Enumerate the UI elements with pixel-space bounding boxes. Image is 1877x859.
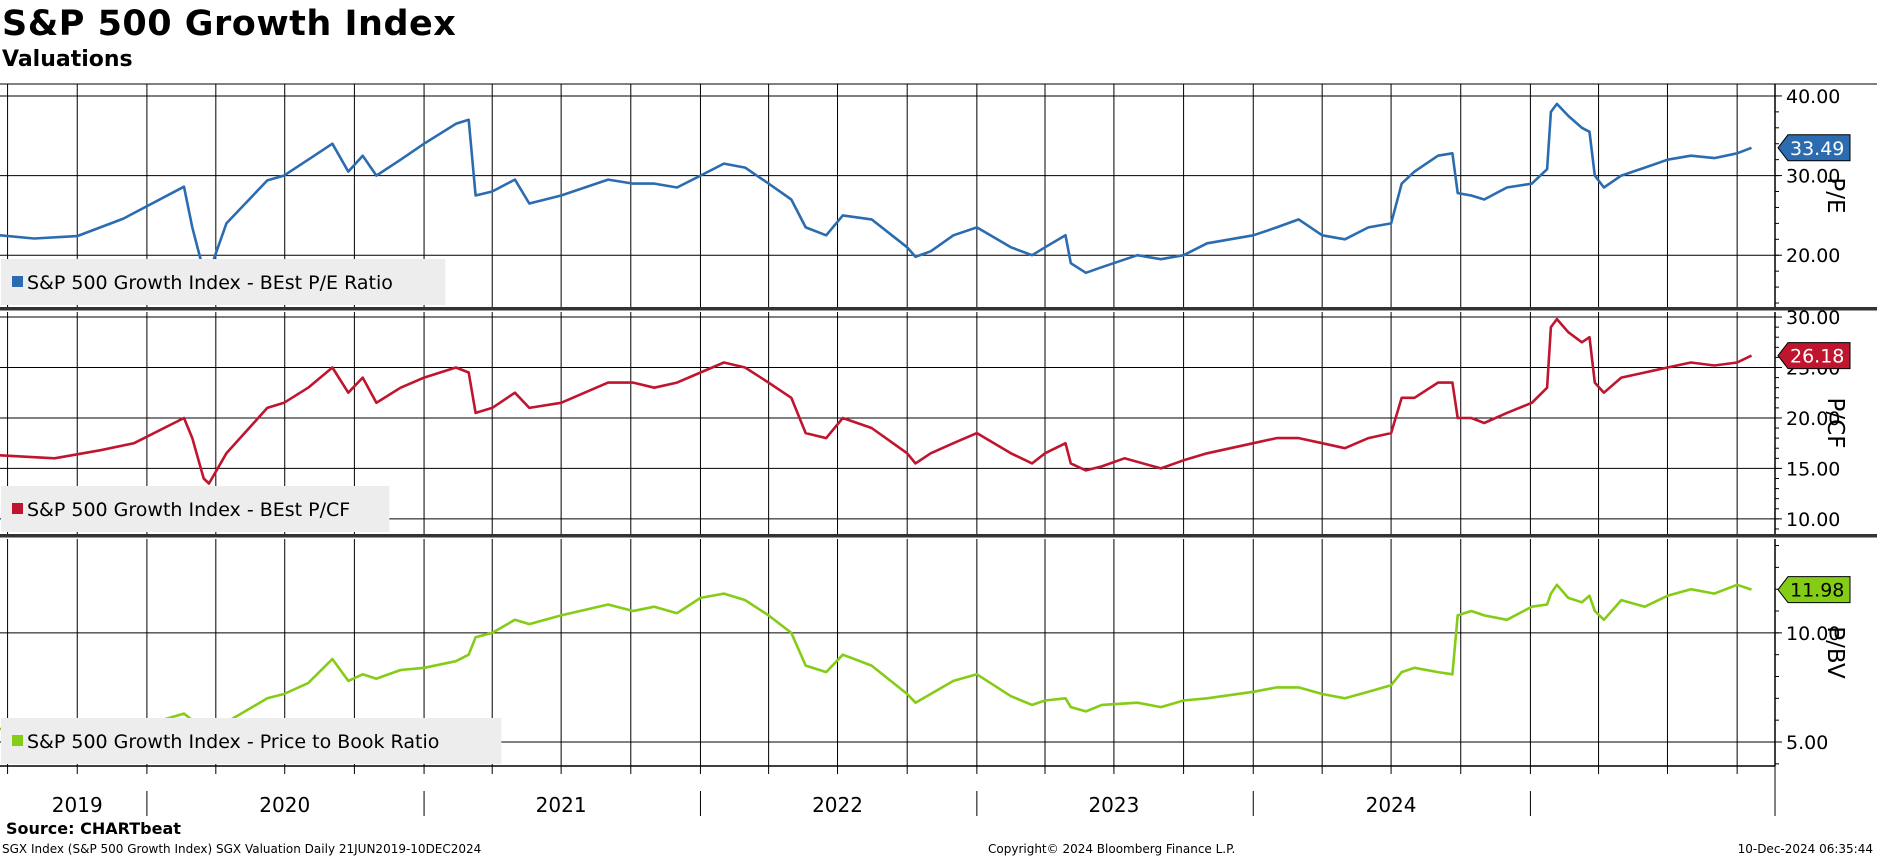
legend-box: [1, 259, 446, 305]
panel-3: 5.00 10.00 11.98 P/BV S&P 500 Growth Index -…: [0, 539, 1851, 766]
x-year-label: 2019: [52, 793, 103, 817]
chart-subtitle: Valuations: [2, 47, 133, 72]
last-value-tag: 33.49: [1777, 134, 1851, 162]
last-value-badge: [1777, 576, 1851, 604]
panel-1: 20.00 30.00 40.00 33.49 P/E S&P 500 Growth In…: [0, 84, 1851, 307]
legend-label: S&P 500 Growth Index - BEst P/E Ratio: [27, 272, 393, 294]
legend-swatch: [12, 276, 23, 287]
series-line: [0, 102, 1752, 275]
y-tick-label: 10.00: [1786, 509, 1840, 531]
y-tick-label: 30.00: [1786, 166, 1840, 188]
y-tick-label: 30.00: [1786, 307, 1840, 329]
chart-title: S&P 500 Growth Index: [2, 4, 457, 44]
last-value-badge: [1777, 134, 1851, 162]
footer-copyright: Copyright© 2024 Bloomberg Finance L.P.: [988, 842, 1236, 856]
last-value-label: 11.98: [1790, 580, 1844, 602]
last-value-label: 26.18: [1790, 346, 1844, 368]
last-value-tag: 11.98: [1777, 576, 1851, 604]
y-tick-label: 5.00: [1786, 732, 1828, 754]
footer-series-info: SGX Index (S&P 500 Growth Index) SGX Val…: [2, 842, 482, 856]
legend: S&P 500 Growth Index - BEst P/E Ratio: [1, 259, 446, 305]
x-year-label: 2021: [536, 793, 587, 817]
y-tick-label: 15.00: [1786, 458, 1840, 480]
y-axis-title: P/CF: [1822, 398, 1848, 449]
y-tick-label: 20.00: [1786, 408, 1840, 430]
y-tick-label: 10.00: [1786, 623, 1840, 645]
series-line: [0, 317, 1753, 485]
legend-box: [1, 718, 502, 764]
x-year-label: 2024: [1366, 793, 1417, 817]
legend-label: S&P 500 Growth Index - Price to Book Rat…: [27, 731, 439, 753]
source-note: Source: CHARTbeat: [6, 819, 181, 838]
legend-label: S&P 500 Growth Index - BEst P/CF: [27, 499, 350, 521]
legend: S&P 500 Growth Index - BEst P/CF: [1, 486, 390, 532]
legend-box: [1, 486, 390, 532]
last-value-badge: [1777, 342, 1851, 370]
y-axis-title: P/BV: [1822, 626, 1848, 679]
legend: S&P 500 Growth Index - Price to Book Rat…: [1, 718, 502, 764]
x-year-label: 2023: [1088, 793, 1139, 817]
y-tick-label: 20.00: [1786, 245, 1840, 267]
y-tick-label: 40.00: [1786, 86, 1840, 108]
last-value-tag: 26.18: [1777, 342, 1851, 370]
legend-swatch: [12, 503, 23, 514]
footer-timestamp: 10-Dec-2024 06:35:44: [1737, 842, 1873, 856]
x-year-label: 2022: [812, 793, 863, 817]
series-line: [0, 583, 1752, 742]
legend-swatch: [12, 735, 23, 746]
last-value-label: 33.49: [1790, 138, 1844, 160]
y-axis-title: P/E: [1822, 177, 1848, 213]
x-year-label: 2020: [259, 793, 310, 817]
